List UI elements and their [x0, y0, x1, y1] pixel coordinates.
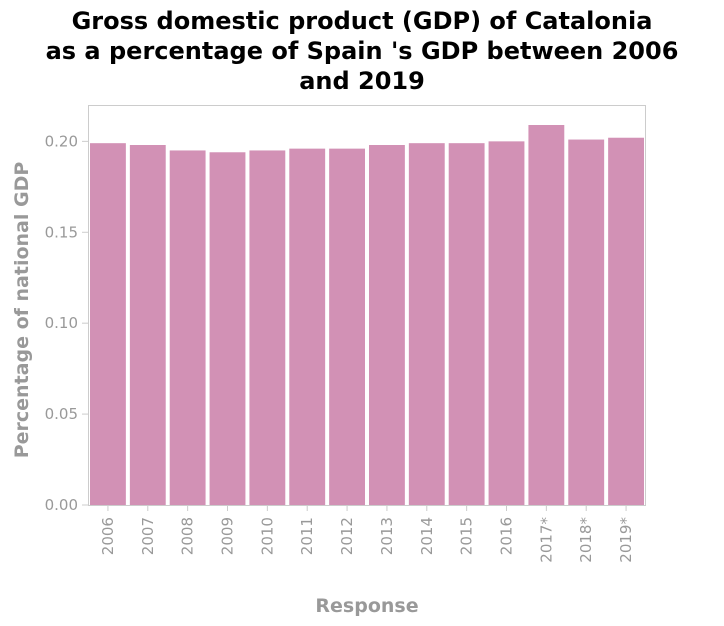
chart-title-line-3: and 2019 — [299, 67, 425, 95]
bar-2018-est — [568, 139, 605, 506]
bar-2014 — [408, 143, 445, 505]
x-tick-label: 2006 — [99, 517, 117, 555]
bar-2012 — [329, 148, 365, 505]
x-tick-label: 2018* — [577, 517, 595, 563]
bars-layer — [90, 125, 644, 506]
x-tick-label: 2009 — [219, 517, 237, 555]
y-tick-label: 0.05 — [45, 405, 78, 423]
x-ticks-layer: 2006 2007 2008 2009 2010 2011 2012 2013 2014 2015… — [99, 505, 635, 563]
bar-2008 — [169, 150, 206, 505]
chart-title-line-2: as a percentage of Spain 's GDP between … — [45, 37, 679, 65]
bar-2017-est — [528, 125, 565, 505]
chart-title-line-1: Gross domestic product (GDP) of Cataloni… — [71, 7, 653, 35]
bar-2007 — [129, 145, 166, 505]
x-tick-label: 2011 — [298, 517, 316, 555]
x-tick-label: 2008 — [179, 517, 197, 555]
bar-2010 — [249, 150, 286, 505]
bar-2015 — [448, 143, 485, 505]
y-tick-label: 0.00 — [45, 496, 78, 514]
x-tick-label: 2016 — [498, 517, 516, 555]
x-tick-label: 2014 — [418, 517, 436, 555]
x-tick-label: 2007 — [139, 517, 157, 555]
bar-2019-est — [608, 137, 644, 506]
x-tick-label: 2019* — [617, 517, 635, 563]
y-tick-label: 0.15 — [45, 223, 78, 241]
axes-layer — [88, 105, 646, 506]
x-tick-label: 2015 — [458, 517, 476, 555]
bar-2016 — [488, 141, 525, 506]
x-tick-label: 2013 — [378, 517, 396, 555]
y-ticks-layer: 0.00 0.05 0.10 0.15 0.20 — [45, 132, 88, 514]
x-tick-label: 2017* — [537, 517, 555, 563]
x-tick-label: 2010 — [258, 517, 276, 555]
bar-2011 — [289, 148, 326, 505]
bar-2013 — [369, 145, 405, 505]
y-axis-label: Percentage of national GDP — [11, 162, 33, 459]
chart-title: Gross domestic product (GDP) of Cataloni… — [0, 6, 724, 96]
y-tick-label: 0.20 — [45, 132, 78, 150]
x-axis-label: Response — [315, 595, 418, 617]
bar-2009 — [209, 152, 246, 505]
y-tick-label: 0.10 — [45, 314, 78, 332]
bar-2006 — [90, 143, 126, 505]
x-tick-label: 2012 — [338, 517, 356, 555]
